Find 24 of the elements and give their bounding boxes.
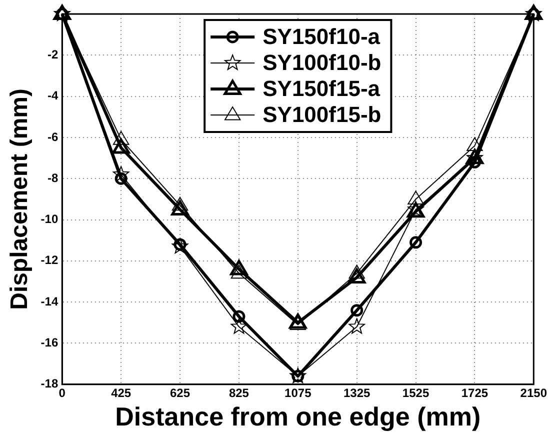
x-tick-label: 1725 — [461, 386, 488, 400]
x-tick-label: 1325 — [343, 386, 371, 400]
legend-label: SY100f10-b — [262, 50, 382, 76]
y-tick-label: -14 — [40, 294, 58, 308]
x-tick-label: 825 — [228, 386, 250, 400]
x-tick-label: 1075 — [284, 386, 312, 400]
y-tick-label: -8 — [47, 170, 58, 185]
y-tick-label: -4 — [47, 88, 58, 103]
legend-label: SY100f15-b — [262, 102, 382, 128]
y-tick-label: -6 — [47, 130, 58, 144]
y-tick-label: -10 — [40, 212, 58, 226]
x-axis-title: Distance from one edge (mm) — [115, 402, 481, 432]
y-tick-label: -2 — [47, 47, 58, 62]
legend-label: SY150f15-a — [262, 76, 381, 102]
x-tick-label: 2150 — [520, 386, 548, 400]
y-tick-label: -12 — [40, 253, 58, 268]
x-tick-label: 425 — [111, 386, 132, 400]
x-tick-label: 625 — [170, 386, 190, 400]
y-tick-label: -16 — [40, 336, 58, 350]
legend-label: SY150f10-a — [262, 24, 381, 50]
x-tick-label: 1525 — [402, 386, 430, 400]
x-tick-label: 0 — [58, 386, 66, 400]
y-tick-label: -18 — [40, 376, 58, 391]
y-axis-title: Displacement (mm) — [6, 88, 34, 310]
